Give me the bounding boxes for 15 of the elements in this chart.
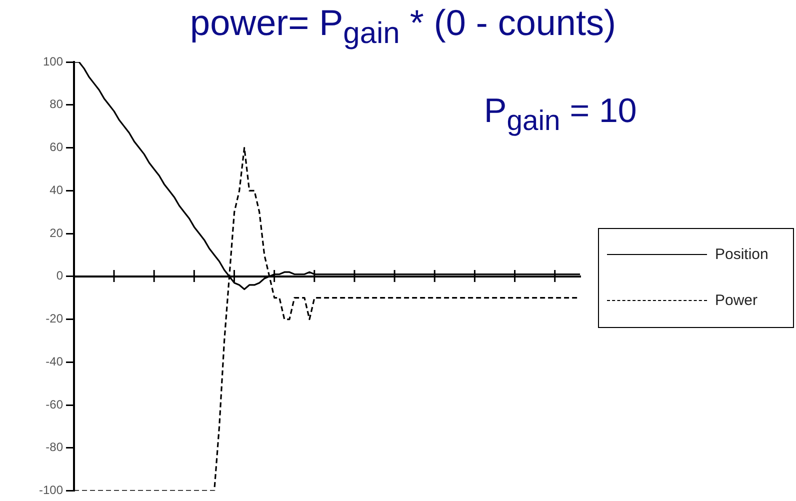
- y-tick-label: -20: [46, 312, 64, 326]
- text: Position: [715, 246, 768, 262]
- y-tick-label: 0: [56, 268, 64, 283]
- y-tick-label: 20: [50, 226, 64, 240]
- text: Power: [715, 292, 758, 308]
- y-tick-label: 80: [50, 97, 64, 112]
- y-tick-label: -100: [38, 483, 64, 498]
- annotation: P$_{gain}$ = 10: [484, 92, 637, 138]
- y-tick-label: -80: [46, 440, 64, 454]
- y-tick-label: -40: [46, 354, 64, 368]
- y-tick-label: 60: [50, 140, 64, 154]
- y-tick-label: 40: [50, 182, 64, 197]
- y-tick-label: 100: [42, 54, 64, 68]
- chart-title: power= P$_{gain}$ * (0 - counts): [189, 2, 617, 52]
- y-tick-label: -60: [46, 397, 64, 412]
